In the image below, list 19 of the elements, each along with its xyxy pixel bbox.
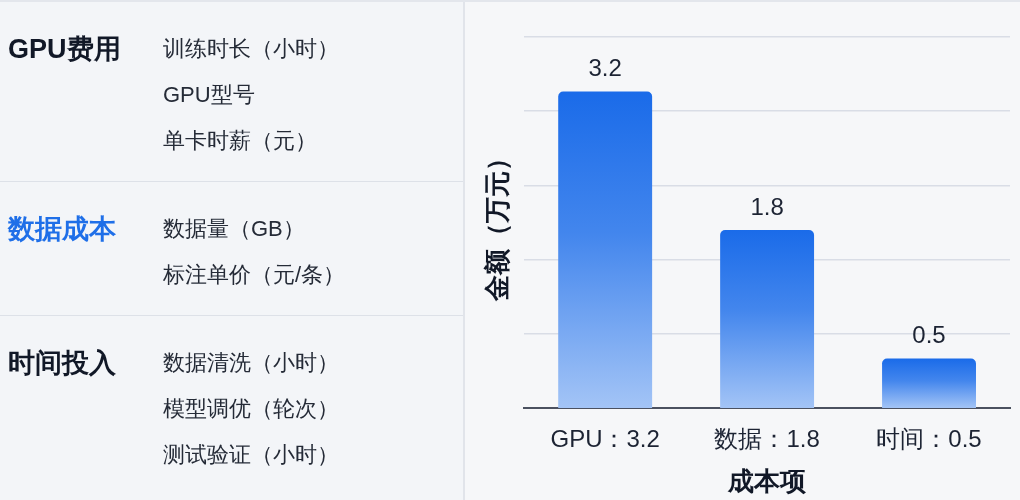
data-label: 0.5 [912, 321, 946, 349]
text: 标注单价（元/条） [163, 261, 346, 289]
text: 测试验证（小时） [163, 441, 339, 469]
text: GPU费用 [8, 33, 122, 66]
text: 单卡时薪（元） [163, 127, 318, 155]
text: 时间投入 [8, 347, 117, 380]
data-label: 1.8 [750, 192, 784, 220]
text: 数据成本 [8, 213, 117, 246]
x-axis-title: 成本项 [727, 465, 807, 496]
text: 训练时长（小时） [163, 35, 339, 63]
x-tick-label: 数据：1.8 [714, 425, 820, 453]
text: 数据量（GB） [163, 215, 306, 243]
y-axis-title: 金额（万元） [481, 144, 512, 302]
x-tick-label: GPU：3.2 [550, 425, 660, 453]
text: GPU型号 [163, 81, 256, 109]
data-label: 3.2 [588, 54, 622, 82]
x-tick-label: 时间：0.5 [876, 425, 982, 453]
text: 模型调优（轮次） [163, 395, 339, 423]
text: 数据清洗（小时） [163, 349, 339, 377]
